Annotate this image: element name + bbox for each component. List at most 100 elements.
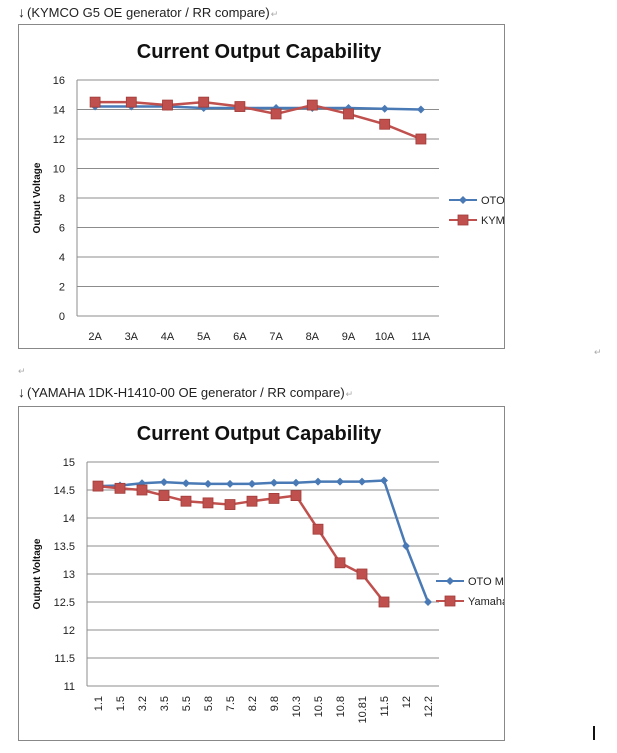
- data-point-1: [89, 96, 101, 108]
- x-tick-label: 8.2: [247, 696, 259, 711]
- series-line-1: [95, 100, 422, 141]
- x-tick-label: 1.5: [115, 696, 127, 711]
- x-tick-label: 6A: [233, 331, 247, 343]
- data-point-0: [380, 476, 388, 485]
- legend-label: Yamaha 52S-H1960: [468, 596, 504, 608]
- legend-marker-icon: [459, 196, 467, 204]
- data-point-0: [402, 542, 410, 550]
- data-point-1: [334, 557, 346, 569]
- x-tick-label: 10.8: [335, 696, 347, 717]
- data-point-0: [424, 598, 432, 606]
- y-axis-label: Output Voltage: [32, 162, 43, 233]
- x-tick-label: 5A: [197, 331, 211, 343]
- data-point-0: [270, 478, 278, 487]
- y-axis-label: Output Voltage: [32, 538, 43, 609]
- x-tick-label: 10.81: [357, 696, 369, 724]
- data-point-1: [158, 490, 170, 501]
- x-tick-label: 12: [401, 696, 413, 708]
- chart-kymco: Current Output Capability 0 2 4 6 8 10 12 14 16 Ou…: [18, 24, 548, 349]
- data-point-1: [356, 568, 368, 580]
- y-tick-label: 15: [63, 457, 75, 469]
- data-point-1: [312, 523, 324, 535]
- x-tick-label: 9.8: [269, 696, 281, 711]
- x-tick-label: 7.5: [225, 696, 237, 711]
- y-tick-label: 4: [59, 252, 65, 264]
- chart-title: Current Output Capability: [137, 423, 382, 445]
- paragraph-mark-icon: ↵: [270, 9, 279, 19]
- data-point-1: [125, 96, 137, 108]
- chart-yamaha-svg: Current Output Capability 11 11.5 12 12.5 13 1…: [32, 423, 567, 724]
- x-tick-label: 10.5: [313, 696, 325, 717]
- data-point-1: [378, 596, 390, 608]
- data-point-0: [358, 477, 366, 486]
- data-point-0: [336, 477, 344, 486]
- data-point-0: [226, 479, 234, 488]
- legend-marker-icon: [446, 577, 454, 585]
- x-tick-label: 11.5: [379, 696, 391, 717]
- x-tick-label: 3.5: [159, 696, 171, 711]
- data-point-1: [198, 96, 210, 108]
- data-point-0: [292, 478, 300, 487]
- y-tick-label: 10: [53, 164, 65, 176]
- caption-text: (YAMAHA 1DK-H1410-00 OE generator / RR c…: [27, 385, 345, 400]
- data-point-1: [180, 495, 192, 507]
- data-point-1: [234, 101, 246, 112]
- x-tick-label: 5.8: [203, 696, 215, 711]
- chart-yamaha: Current Output Capability 11 11.5 12 12.5 13 1…: [18, 406, 567, 741]
- paragraph-mark-icon: ↵: [594, 347, 602, 357]
- x-tick-label: 9A: [342, 331, 356, 343]
- down-arrow-icon: ↓: [18, 384, 25, 400]
- y-tick-label: 11: [64, 681, 75, 693]
- data-point-0: [248, 479, 256, 488]
- paragraph-mark-icon: ↵: [345, 389, 354, 399]
- legend-label: KYMCO-KM1: [481, 215, 504, 227]
- data-point-1: [306, 99, 318, 111]
- data-point-1: [202, 497, 214, 509]
- x-tick-label: 1.1: [93, 696, 105, 711]
- y-tick-label: 12.5: [54, 597, 75, 609]
- caption-text: (KYMCO G5 OE generator / RR compare): [27, 5, 270, 20]
- data-point-1: [290, 490, 302, 501]
- data-point-0: [416, 105, 425, 114]
- series-line-0: [97, 479, 430, 603]
- y-tick-label: 14: [53, 105, 65, 117]
- data-point-1: [379, 118, 391, 130]
- series-line-1: [97, 484, 385, 603]
- x-tick-label: 10A: [375, 331, 395, 343]
- down-arrow-icon: ↓: [18, 4, 25, 20]
- y-tick-label: 6: [59, 223, 65, 235]
- data-point-0: [182, 479, 190, 488]
- y-tick-label: 16: [53, 75, 65, 87]
- y-tick-label: 14.5: [54, 485, 75, 497]
- caption-yamaha: ↓ (YAMAHA 1DK-H1410-00 OE generator / RR …: [18, 384, 353, 400]
- x-tick-label: 12.2: [423, 696, 435, 717]
- data-point-1: [270, 108, 282, 120]
- data-point-1: [343, 108, 354, 120]
- data-point-1: [224, 499, 236, 510]
- x-tick-label: 10.3: [291, 696, 303, 717]
- y-tick-label: 12: [63, 625, 75, 637]
- y-tick-label: 8: [59, 193, 65, 205]
- data-point-1: [162, 99, 173, 111]
- legend-marker-icon: [444, 595, 456, 607]
- data-point-1: [268, 493, 280, 504]
- series-line-0: [95, 105, 421, 111]
- y-tick-label: 13: [63, 569, 75, 581]
- x-tick-label: 11A: [412, 331, 431, 343]
- y-tick-label: 12: [53, 134, 65, 146]
- y-tick-label: 0: [59, 311, 65, 323]
- legend-label: OTO M2/M3: [468, 576, 504, 588]
- data-point-1: [92, 480, 104, 492]
- data-point-1: [415, 133, 427, 145]
- y-tick-label: 2: [59, 282, 65, 294]
- y-tick-label: 11.5: [54, 653, 75, 665]
- x-tick-label: 5.5: [181, 696, 193, 711]
- x-tick-label: 3.2: [137, 696, 149, 711]
- x-tick-label: 3A: [125, 331, 139, 343]
- legend-label: OTO M2/M3: [481, 195, 504, 207]
- y-tick-label: 13.5: [54, 541, 75, 553]
- data-point-0: [160, 478, 168, 487]
- chart-kymco-svg: Current Output Capability 0 2 4 6 8 10 12 14 16 Ou…: [32, 41, 548, 343]
- data-point-1: [246, 495, 258, 507]
- data-point-0: [314, 477, 322, 486]
